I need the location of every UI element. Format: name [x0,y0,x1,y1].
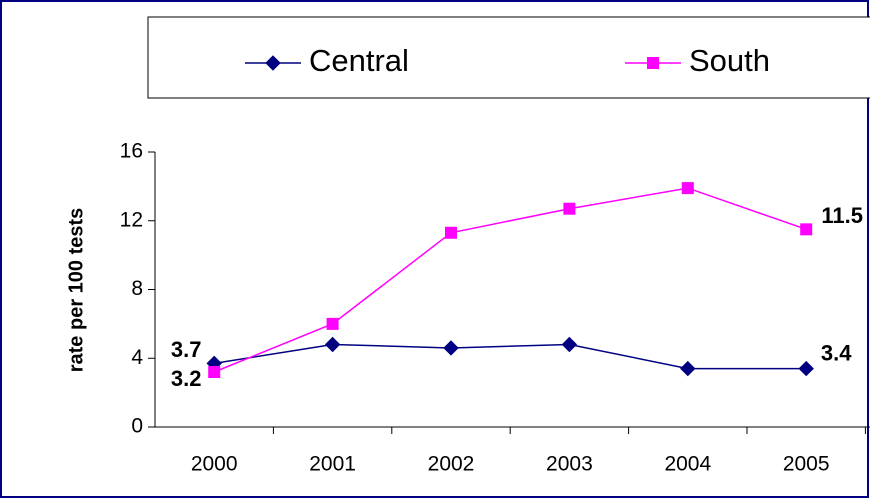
data-point [324,336,341,353]
legend-marker [647,57,659,69]
data-point [798,360,814,377]
legend-marker [265,55,281,71]
data-label: 11.5 [821,203,863,228]
y-tick-label: 0 [131,415,143,438]
series-line [213,187,807,373]
data-point [561,336,578,353]
x-tick-label: 2000 [191,453,238,476]
y-tick-label: 16 [120,140,143,163]
data-point [443,340,459,356]
data-point [326,317,339,330]
data-label: 3.7 [171,337,202,362]
series-line [214,343,807,370]
data-point [681,182,694,195]
y-tick-label: 12 [120,208,143,231]
legend-box [147,16,870,99]
data-label: 3.2 [171,366,202,391]
data-point [563,202,576,215]
legend-label: South [689,43,770,78]
x-tick-label: 2004 [664,453,711,476]
y-tick-label: 4 [131,346,143,369]
data-point [680,360,696,377]
data-point [800,223,813,236]
y-tick-label: 8 [131,277,143,300]
x-tick-label: 2005 [783,453,830,476]
x-tick-label: 2002 [428,453,475,476]
x-tick-label: 2003 [546,453,593,476]
y-axis-label: rate per 100 tests [65,208,87,373]
legend-label: Central [309,43,409,78]
data-point [445,226,457,239]
data-point [208,366,221,378]
data-label: 3.4 [821,340,852,365]
x-tick-label: 2001 [309,453,356,476]
